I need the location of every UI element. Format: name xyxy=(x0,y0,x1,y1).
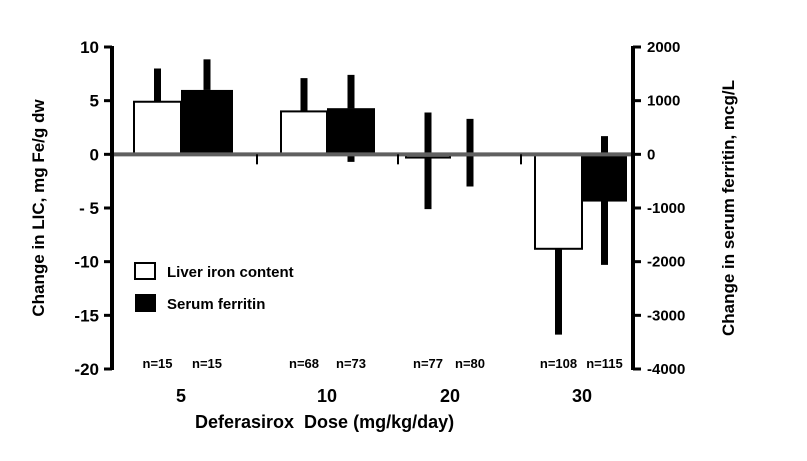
n-label: n=115 xyxy=(586,356,623,371)
right-tick-label: -3000 xyxy=(647,307,685,324)
left-tick-label: - 5 xyxy=(79,199,99,218)
right-tick-label: 0 xyxy=(647,146,655,163)
right-tick-label: -2000 xyxy=(647,254,685,271)
left-tick-label: -15 xyxy=(74,306,99,325)
right-tick-label: 2000 xyxy=(647,39,680,56)
left-tick-label: 10 xyxy=(80,38,99,57)
n-label: n=108 xyxy=(540,356,577,371)
x-axis-label: Deferasirox Dose (mg/kg/day) xyxy=(195,412,454,432)
n-label: n=73 xyxy=(336,356,366,371)
legend: Liver iron content Serum ferritin xyxy=(134,262,294,313)
n-label: n=15 xyxy=(143,356,173,371)
n-label: n=68 xyxy=(289,356,319,371)
category-label: 10 xyxy=(317,386,337,406)
left-tick-label: -20 xyxy=(74,360,99,379)
n-label: n=80 xyxy=(455,356,485,371)
n-label: n=77 xyxy=(413,356,443,371)
left-tick-label: 5 xyxy=(90,92,99,111)
category-ticks xyxy=(256,154,522,165)
bar-serum-ferritin xyxy=(327,108,375,155)
bar-liver-iron-content xyxy=(534,153,583,250)
left-tick-label: 0 xyxy=(90,145,99,164)
category-label: 20 xyxy=(440,386,460,406)
left-tick-label: -10 xyxy=(74,253,99,272)
legend-swatch-liver-iron-content xyxy=(134,262,156,280)
bar-serum-ferritin xyxy=(181,89,233,155)
legend-label-serum-ferritin: Serum ferritin xyxy=(167,296,265,313)
left-axis-ticks: 10 5 0 - 5 -10 -15 -20 xyxy=(74,38,112,379)
n-label: n=15 xyxy=(192,356,222,371)
y2-axis-label: Change in serum ferritin, mcg/L xyxy=(719,80,738,336)
category-label: 5 xyxy=(176,386,186,406)
right-tick-label: -1000 xyxy=(647,200,685,217)
legend-swatch-serum-ferritin xyxy=(135,294,156,312)
legend-label-liver-iron-content: Liver iron content xyxy=(167,264,294,281)
y-axis-label: Change in LIC, mg Fe/g dw xyxy=(29,99,48,317)
category-label: 30 xyxy=(572,386,592,406)
bar-liver-iron-content xyxy=(280,110,328,156)
right-tick-label: -4000 xyxy=(647,361,685,378)
bar-serum-ferritin xyxy=(582,154,627,202)
bar-liver-iron-content xyxy=(133,100,182,156)
bars-layer xyxy=(133,59,627,335)
right-tick-label: 1000 xyxy=(647,93,680,110)
right-axis-ticks: 2000 1000 0 -1000 -2000 -3000 -4000 xyxy=(633,39,685,378)
